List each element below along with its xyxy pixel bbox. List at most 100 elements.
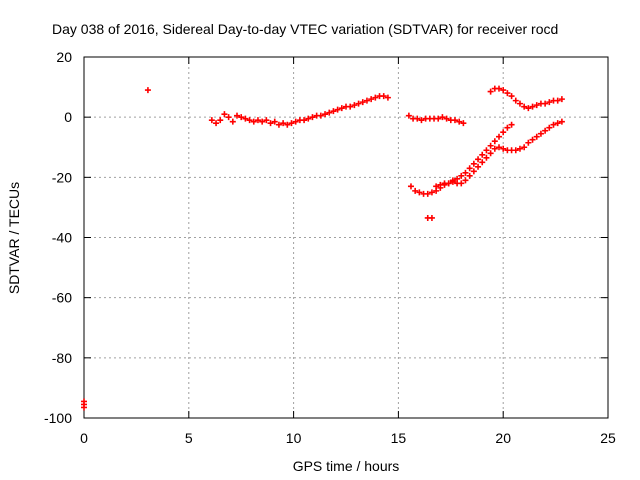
data-point [144, 87, 151, 94]
data-point [537, 130, 544, 137]
data-point [475, 156, 482, 163]
data-point [363, 97, 370, 104]
data-point [326, 109, 333, 116]
data-point [412, 187, 419, 194]
data-point [288, 120, 295, 127]
data-point [437, 181, 444, 188]
data-point [449, 178, 456, 185]
data-point [359, 99, 366, 106]
data-point [317, 112, 324, 119]
x-tick-label: 10 [286, 430, 302, 446]
y-tick-labels: -100 -80 -60 -40 -20 0 20 [44, 49, 72, 426]
y-tick-label: 0 [64, 109, 72, 125]
data-point [242, 115, 249, 122]
series-segment-d [407, 121, 515, 197]
data-point [483, 147, 490, 154]
data-point [238, 114, 245, 121]
series-segment-e [424, 118, 565, 221]
data-points [81, 85, 565, 411]
data-point [355, 100, 362, 107]
data-point [475, 163, 482, 170]
x-tick-label: 25 [600, 430, 616, 446]
data-point [384, 94, 391, 101]
data-point [221, 111, 228, 118]
x-tick-label: 15 [391, 430, 407, 446]
data-point [225, 114, 232, 121]
data-point [508, 93, 515, 100]
data-point [368, 96, 375, 103]
data-point [380, 93, 387, 100]
y-tick-label: -100 [44, 410, 72, 426]
data-point [496, 85, 503, 92]
data-point [246, 117, 253, 124]
data-point [462, 169, 469, 176]
y-tick-label: -80 [52, 350, 72, 366]
data-point [479, 151, 486, 158]
data-point [483, 154, 490, 161]
y-tick-label: 20 [56, 49, 72, 65]
data-point [443, 115, 450, 122]
data-point [529, 103, 536, 110]
data-point [479, 159, 486, 166]
data-point [275, 121, 282, 128]
data-point [460, 120, 467, 127]
data-point [500, 145, 507, 152]
data-point [284, 121, 291, 128]
y-tick-label: -60 [52, 290, 72, 306]
data-point [301, 117, 308, 124]
series-early-outliers [81, 87, 151, 411]
data-point [542, 100, 549, 107]
x-tick-labels: 0 5 10 15 20 25 [80, 430, 616, 446]
series-segment-c [487, 85, 565, 112]
data-point [525, 105, 532, 112]
data-point [372, 94, 379, 101]
data-point [466, 172, 473, 179]
series-segment-a [208, 93, 391, 128]
data-point [271, 118, 278, 125]
data-point [533, 133, 540, 140]
data-point [428, 214, 435, 221]
data-point [322, 111, 329, 118]
data-point [280, 120, 287, 127]
data-point [435, 115, 442, 122]
data-point [305, 115, 312, 122]
series-segment-b [405, 112, 467, 127]
data-point [546, 124, 553, 131]
data-point [351, 102, 358, 109]
data-point [462, 177, 469, 184]
data-point [229, 118, 236, 125]
axis-ticks [83, 56, 609, 419]
y-axis-label: SDTVAR / TECUs [6, 182, 22, 294]
data-point [338, 105, 345, 112]
data-point [533, 102, 540, 109]
data-point [496, 144, 503, 151]
data-point [416, 189, 423, 196]
data-point [542, 127, 549, 134]
data-point [529, 136, 536, 143]
data-point [470, 160, 477, 167]
data-point [259, 118, 266, 125]
data-point [424, 190, 431, 197]
data-point [439, 114, 446, 121]
data-point [546, 99, 553, 106]
data-point [508, 121, 515, 128]
data-point [334, 106, 341, 113]
y-tick-label: -20 [52, 169, 72, 185]
x-tick-label: 20 [495, 430, 511, 446]
data-point [309, 114, 316, 121]
data-point [267, 120, 274, 127]
data-point [250, 118, 257, 125]
x-tick-label: 5 [185, 430, 193, 446]
data-point [407, 183, 414, 190]
data-point [491, 145, 498, 152]
data-point [516, 145, 523, 152]
data-point [81, 404, 87, 411]
data-point [458, 172, 465, 179]
data-point [500, 129, 507, 136]
data-point [254, 117, 261, 124]
data-point [330, 108, 337, 115]
data-point [500, 87, 507, 94]
y-tick-label: -40 [52, 230, 72, 246]
